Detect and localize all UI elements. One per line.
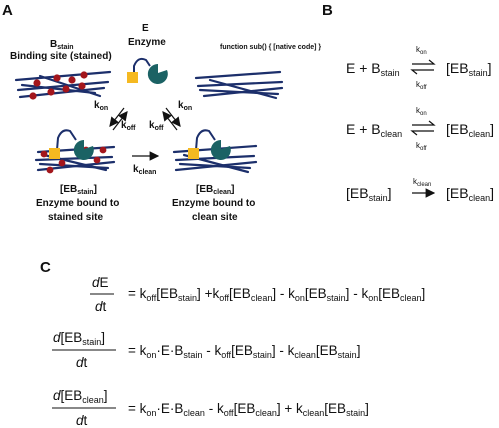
c-frac-2: d[EBstain] dt	[52, 330, 116, 370]
c-frac-3: d[EBclean] dt	[52, 388, 116, 428]
c-eq3-rhs: = kon·E·Bclean - koff[EBclean] + kclean[…	[128, 401, 369, 418]
k-on-left: kon	[94, 100, 108, 112]
b-eq1-kon: kon	[416, 45, 427, 56]
eb-clean-title: [EBclean]	[196, 184, 234, 196]
k-off-left: koff	[121, 120, 136, 132]
clean-fibers	[194, 70, 284, 100]
panel-label-c: C	[40, 259, 51, 276]
svg-text:dE: dE	[92, 275, 109, 290]
panel-label-a: A	[2, 2, 13, 19]
b-eq2-equilibrium-arrows	[410, 120, 436, 136]
svg-text:d[EBstain]: d[EBstain]	[53, 330, 105, 347]
b-eq3-right: [EBclean]	[446, 185, 494, 203]
k-clean-label: kclean	[133, 164, 156, 176]
k-off-right: koff	[149, 120, 164, 132]
b-eq1-koff: koff	[416, 80, 427, 91]
b-eq1-left: E + Bstain	[346, 60, 400, 78]
b-eq2-kon: kon	[416, 106, 427, 117]
b-eq2-right: [EBclean]	[446, 121, 494, 139]
stained-fibers	[14, 70, 112, 99]
eb-clean-desc-1: Enzyme bound to	[172, 198, 255, 209]
svg-text:dt: dt	[76, 413, 88, 428]
panel-label-b: B	[322, 2, 333, 19]
k-on-right: kon	[178, 100, 192, 112]
b-eq1-equilibrium-arrows	[410, 59, 436, 75]
svg-text:dt: dt	[95, 299, 107, 314]
bound-enzyme-clean-icon	[188, 129, 231, 160]
free-enzyme-icon	[127, 57, 168, 84]
eb-stain-desc-1: Enzyme bound to	[36, 198, 119, 209]
b-clean-title: function sub() { [native code] }	[220, 44, 321, 51]
left-equilibrium-arrows	[109, 107, 128, 131]
stain-dots	[29, 71, 88, 100]
c-eq1-rhs: = koff[EBstain] +koff[EBclean] - kon[EBs…	[128, 286, 425, 303]
eb-stain-desc-2: stained site	[48, 212, 103, 223]
c-frac-1: dE dt	[90, 275, 114, 314]
bound-enzyme-stain-icon	[49, 129, 94, 160]
enzyme-desc: Enzyme	[128, 37, 166, 48]
svg-text:dt: dt	[76, 355, 88, 370]
b-eq1-right: [EBstain]	[446, 60, 491, 78]
b-eq2-left: E + Bclean	[346, 121, 402, 139]
b-stain-title: Bstain	[50, 39, 74, 51]
c-eq2-rhs: = kon·E·Bstain - koff[EBstain] - kclean[…	[128, 343, 360, 360]
svg-text:d[EBclean]: d[EBclean]	[53, 388, 108, 405]
b-eq3-kclean: kclean	[413, 177, 431, 188]
b-eq2-koff: koff	[416, 141, 427, 152]
b-eq3-left: [EBstain]	[346, 185, 391, 203]
eb-clean-desc-2: clean site	[192, 212, 238, 223]
eb-stain-title: [EBstain]	[60, 184, 97, 196]
right-equilibrium-arrows	[162, 107, 181, 131]
enzyme-letter: E	[142, 23, 149, 34]
b-stain-desc: Binding site (stained)	[10, 51, 112, 62]
